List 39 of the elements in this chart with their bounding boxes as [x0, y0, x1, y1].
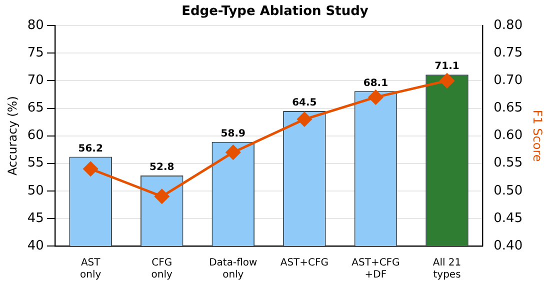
data-label: 58.9	[220, 128, 246, 140]
y2-tick-label: 0.60	[494, 128, 523, 144]
data-label: 71.1	[434, 61, 460, 72]
y-tick-label: 55	[27, 156, 44, 171]
x-tick-label: Data-flow only	[209, 258, 258, 281]
y2-tick-label: 0.75	[494, 46, 523, 61]
y-tick-label: 45	[27, 210, 44, 226]
data-label: 68.1	[363, 78, 388, 89]
y-tick-label: 60	[27, 128, 44, 144]
y-tick-label: 65	[27, 100, 44, 116]
y-tick-label: 40	[27, 238, 44, 254]
x-tick-label: AST only	[80, 258, 102, 281]
y2-tick-label: 0.45	[494, 210, 523, 226]
data-label: 56.2	[78, 143, 103, 154]
point	[368, 90, 383, 104]
y2-tick-label: 0.40	[494, 238, 523, 254]
y2-tick-label: 0.50	[494, 183, 523, 198]
x-tick-label: AST+CFG +DF	[352, 258, 400, 281]
y-tick-label: 80	[27, 18, 44, 33]
data-label: 52.8	[150, 162, 174, 174]
y-axis-title: Accuracy (%)	[5, 96, 20, 176]
x-tick-label: All 21 types	[432, 258, 462, 281]
y-tick-label: 75	[27, 46, 44, 61]
chart-title: Edge-Type Ablation Study	[182, 4, 369, 20]
y2-tick-label: 0.80	[494, 18, 523, 33]
point	[83, 162, 98, 176]
point	[440, 73, 454, 88]
point	[297, 112, 312, 127]
y-tick-label: 50	[27, 183, 44, 198]
y2-tick-label: 0.55	[494, 156, 523, 171]
y2-tick-label: 0.65	[494, 100, 523, 116]
x-tick-label: AST+CFG	[280, 258, 329, 269]
y-tick-label: 70	[27, 73, 44, 88]
data-label: 64.5	[292, 98, 317, 109]
y2-tick-label: 0.70	[494, 73, 523, 88]
point	[226, 145, 240, 160]
y2-axis-title: F1 Score	[530, 110, 545, 162]
x-tick-label: CFG only	[151, 258, 173, 281]
point	[154, 189, 170, 204]
